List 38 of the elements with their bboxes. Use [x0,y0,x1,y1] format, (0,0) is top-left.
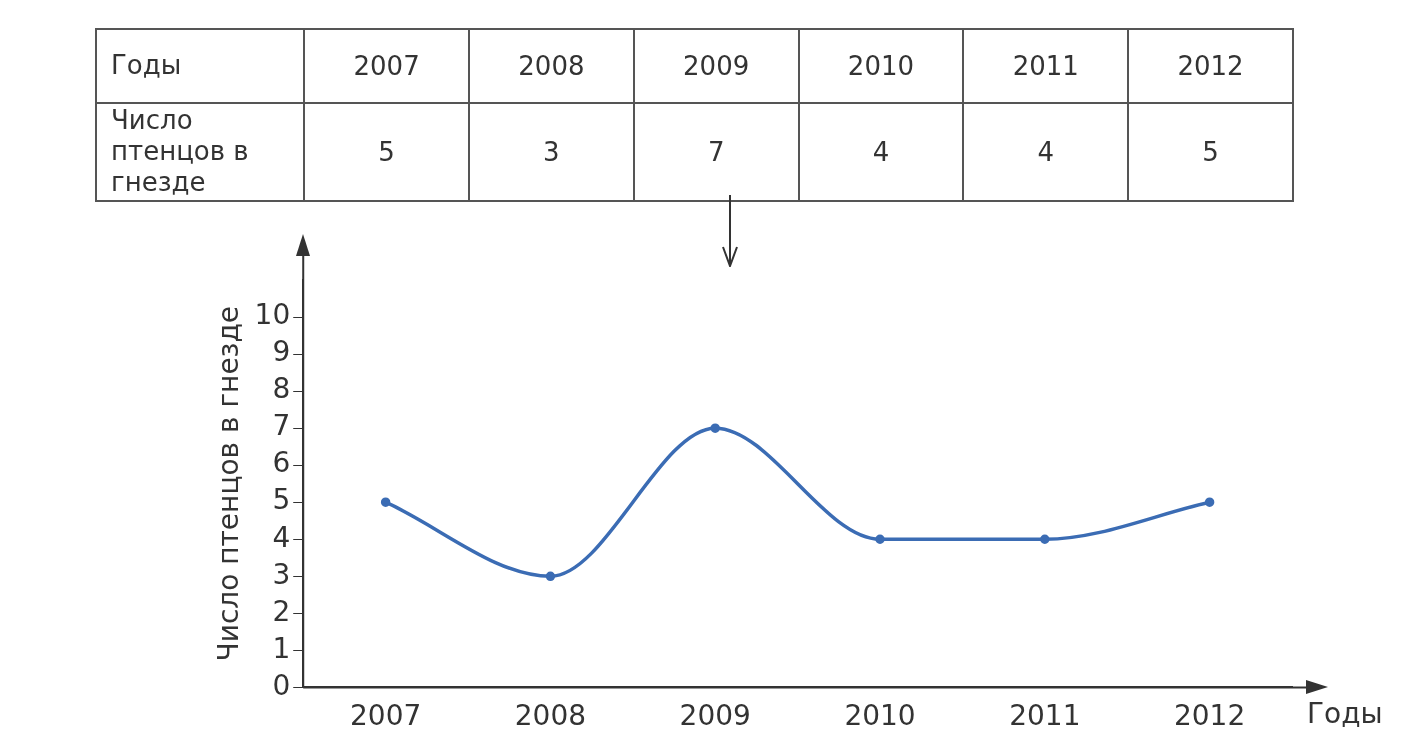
text: Годы [111,50,182,81]
text: Число птенцов в гнезде [111,105,249,198]
point [380,497,391,507]
point [1040,534,1050,545]
category-label: 2009 [683,51,750,81]
data-label: 5 [1128,103,1293,201]
y-tick-label: 0 [272,668,291,702]
y-tick-label: 4 [272,520,291,554]
category-label: 2010 [847,51,915,81]
data-label: 4 [798,103,964,201]
y-tick-label: 10 [254,298,291,332]
y-tick-label: 2 [272,594,291,628]
x-axis-title: Годы [1307,696,1383,730]
point [545,571,556,582]
point [710,423,720,433]
x-tick-label: 2012 [1173,699,1246,733]
data-label: 4 [963,103,1129,201]
y-tick-label: 7 [272,409,291,443]
x-tick-label: 2011 [1009,699,1081,733]
y-tick-label: 8 [272,372,291,406]
point [1204,497,1215,507]
y-tick-label: 9 [272,335,291,369]
y-axis-title: Число птенцов в гнезде [212,305,246,662]
category-label: 2007 [353,51,420,81]
x-tick-label: 2010 [844,699,916,733]
x-tick-label: 2008 [514,699,587,733]
data-label: 7 [633,103,799,201]
point [875,534,885,545]
data-label: 3 [469,103,634,201]
x-tick-label: 2009 [679,699,751,733]
y-tick-label: 1 [272,631,291,665]
x-tick-label: 2007 [349,699,422,733]
y-tick-label: 5 [272,483,291,517]
category-label: 2008 [518,51,585,81]
category-label: 2012 [1177,51,1244,81]
y-tick-label: 6 [272,446,291,480]
category-label: 2011 [1012,51,1079,81]
y-tick-label: 3 [272,557,291,591]
